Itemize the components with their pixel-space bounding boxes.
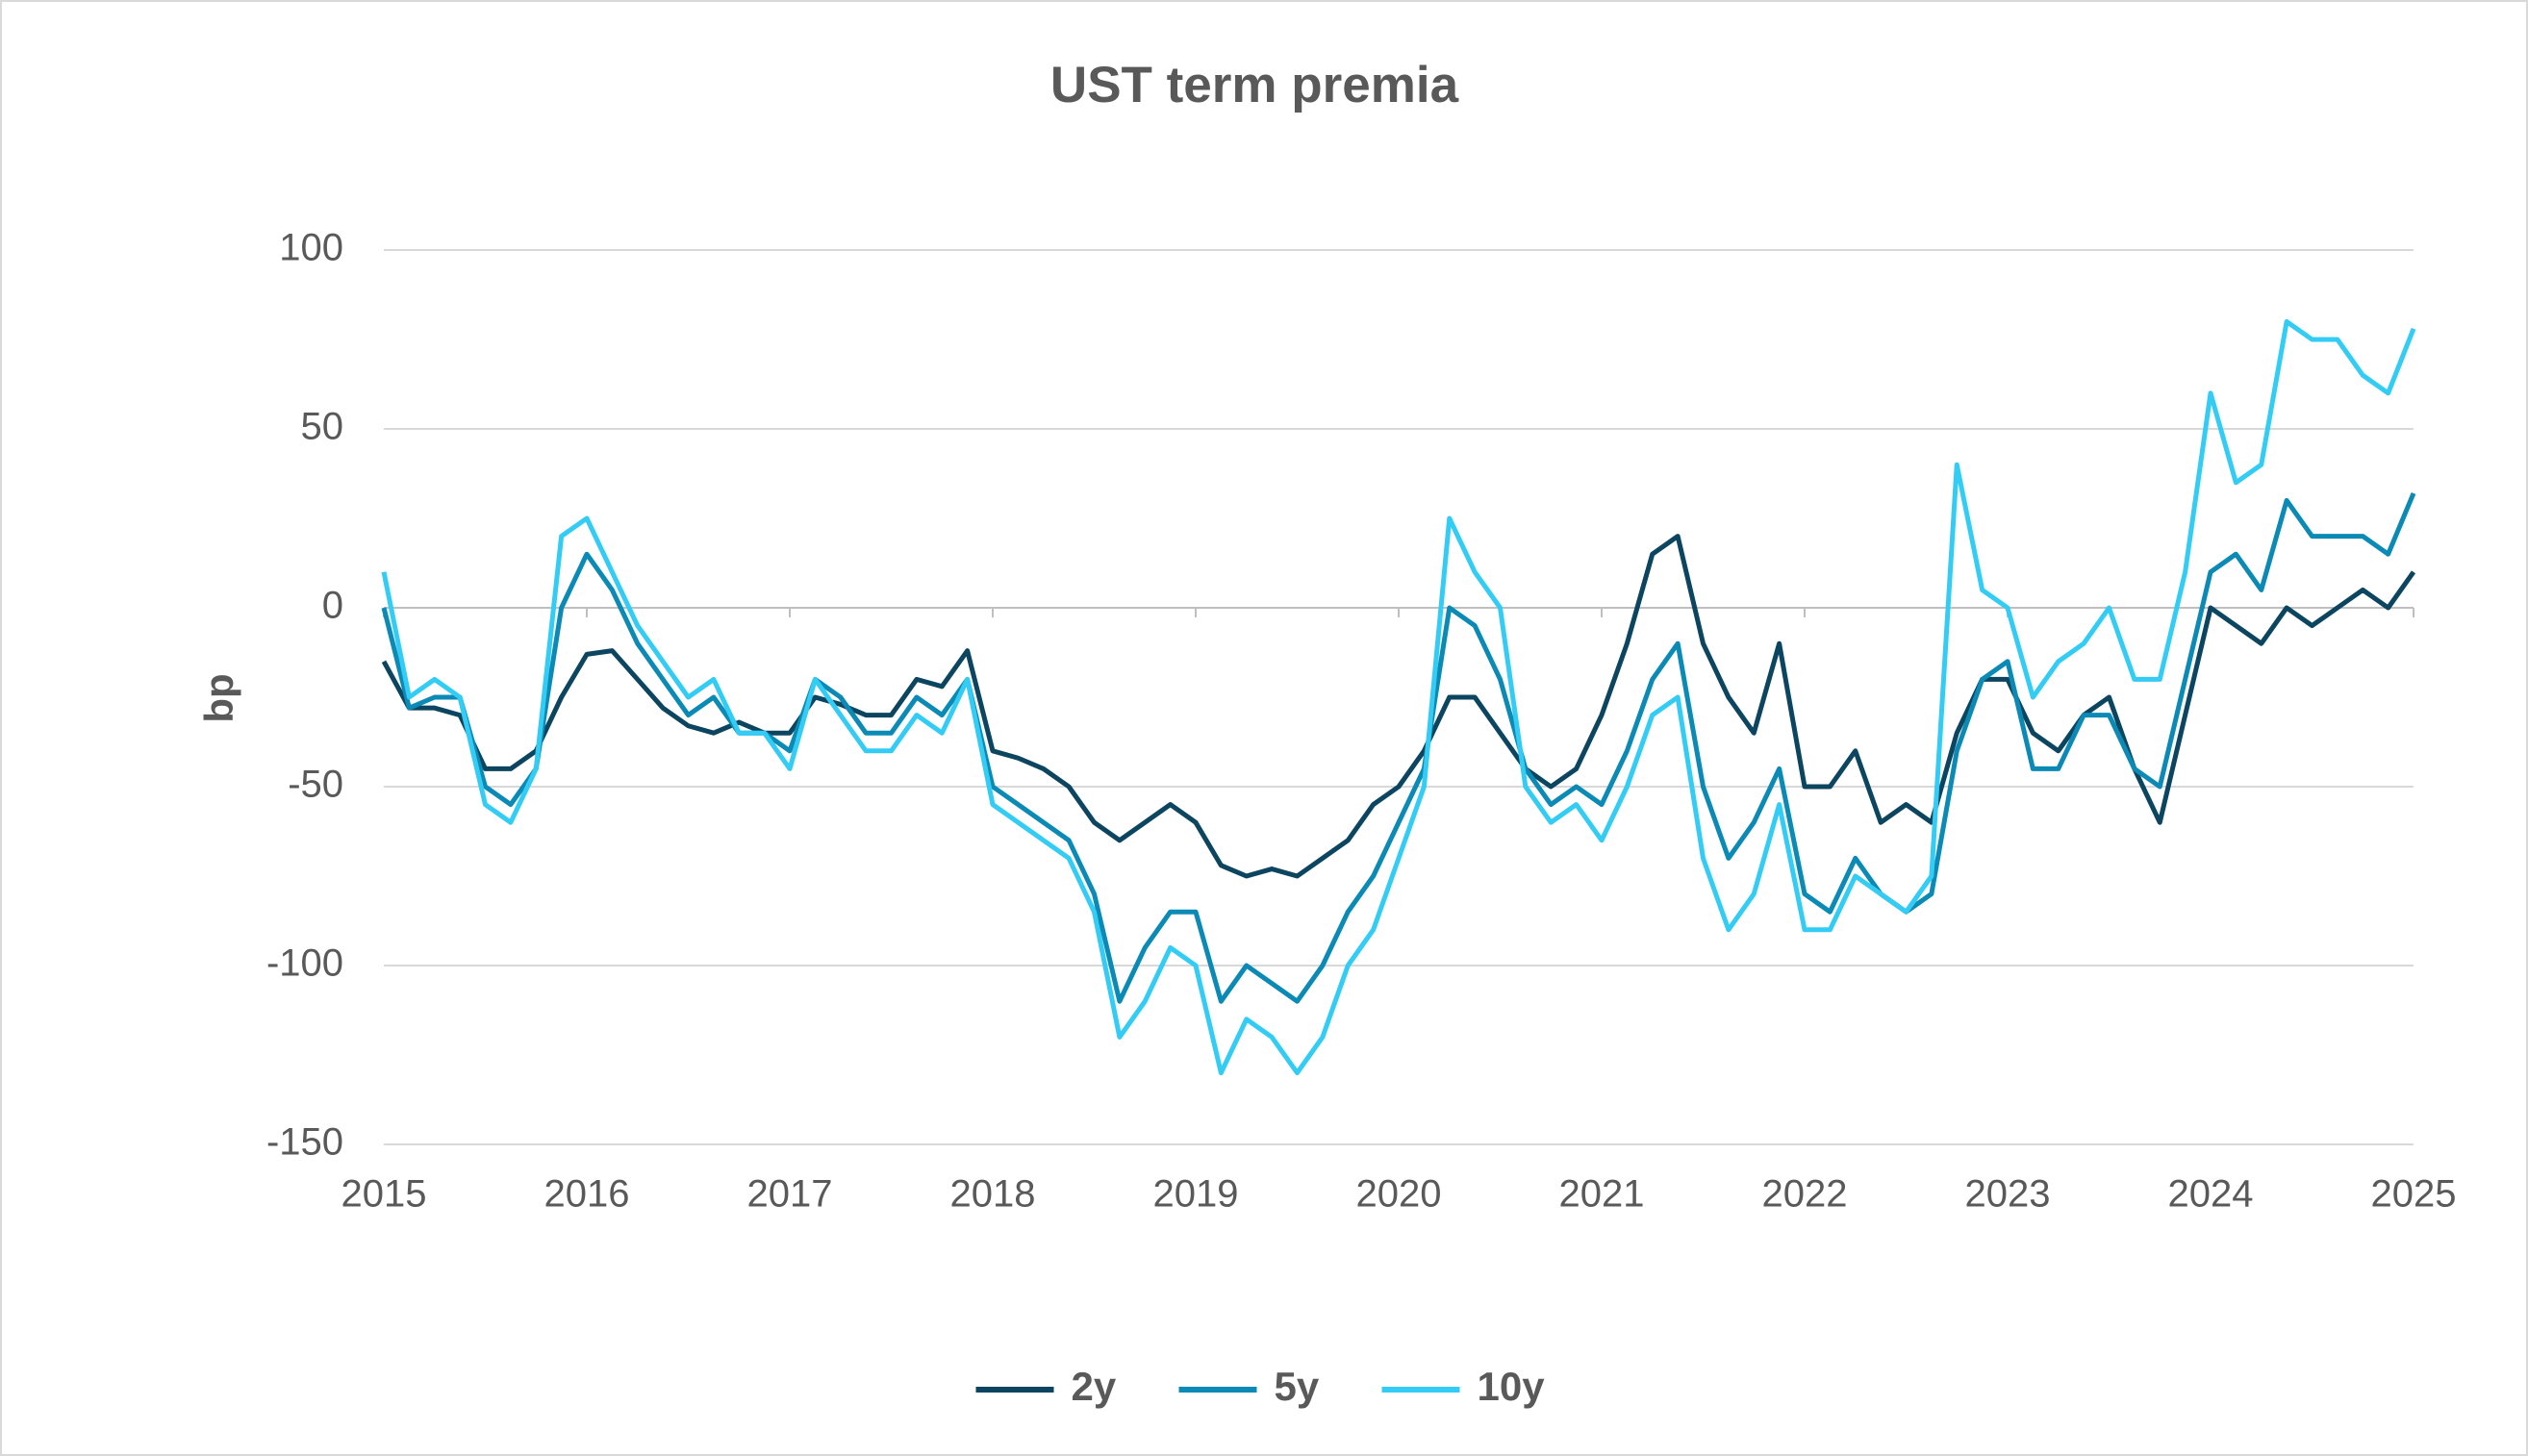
- x-tick-label: 2017: [747, 1173, 833, 1216]
- y-tick-label: 0: [322, 585, 343, 627]
- x-tick-label: 2015: [341, 1173, 427, 1216]
- y-tick-label: -100: [266, 942, 343, 985]
- x-tick-label: 2019: [1153, 1173, 1239, 1216]
- x-tick-label: 2024: [2168, 1173, 2254, 1216]
- y-tick-label: -50: [288, 764, 343, 806]
- x-tick-label: 2025: [2371, 1173, 2457, 1216]
- x-tick-label: 2018: [950, 1173, 1036, 1216]
- series-line: [381, 318, 2416, 1076]
- y-axis-label: bp: [196, 673, 241, 722]
- x-tick-label: 2023: [1965, 1173, 2051, 1216]
- chart-title: UST term premia: [1050, 57, 1459, 113]
- legend-label: 2y: [1072, 1364, 1117, 1409]
- y-tick-label: -150: [266, 1121, 343, 1164]
- legend-label: 5y: [1275, 1364, 1320, 1409]
- x-tick-label: 2022: [1762, 1173, 1848, 1216]
- legend-label: 10y: [1478, 1364, 1546, 1409]
- series-line: [381, 491, 2416, 1004]
- y-tick-label: 50: [301, 406, 344, 448]
- y-tick-label: 100: [279, 227, 343, 269]
- x-tick-label: 2021: [1559, 1173, 1645, 1216]
- series-line: [381, 534, 2416, 879]
- x-tick-label: 2016: [544, 1173, 630, 1216]
- x-tick-label: 2020: [1356, 1173, 1442, 1216]
